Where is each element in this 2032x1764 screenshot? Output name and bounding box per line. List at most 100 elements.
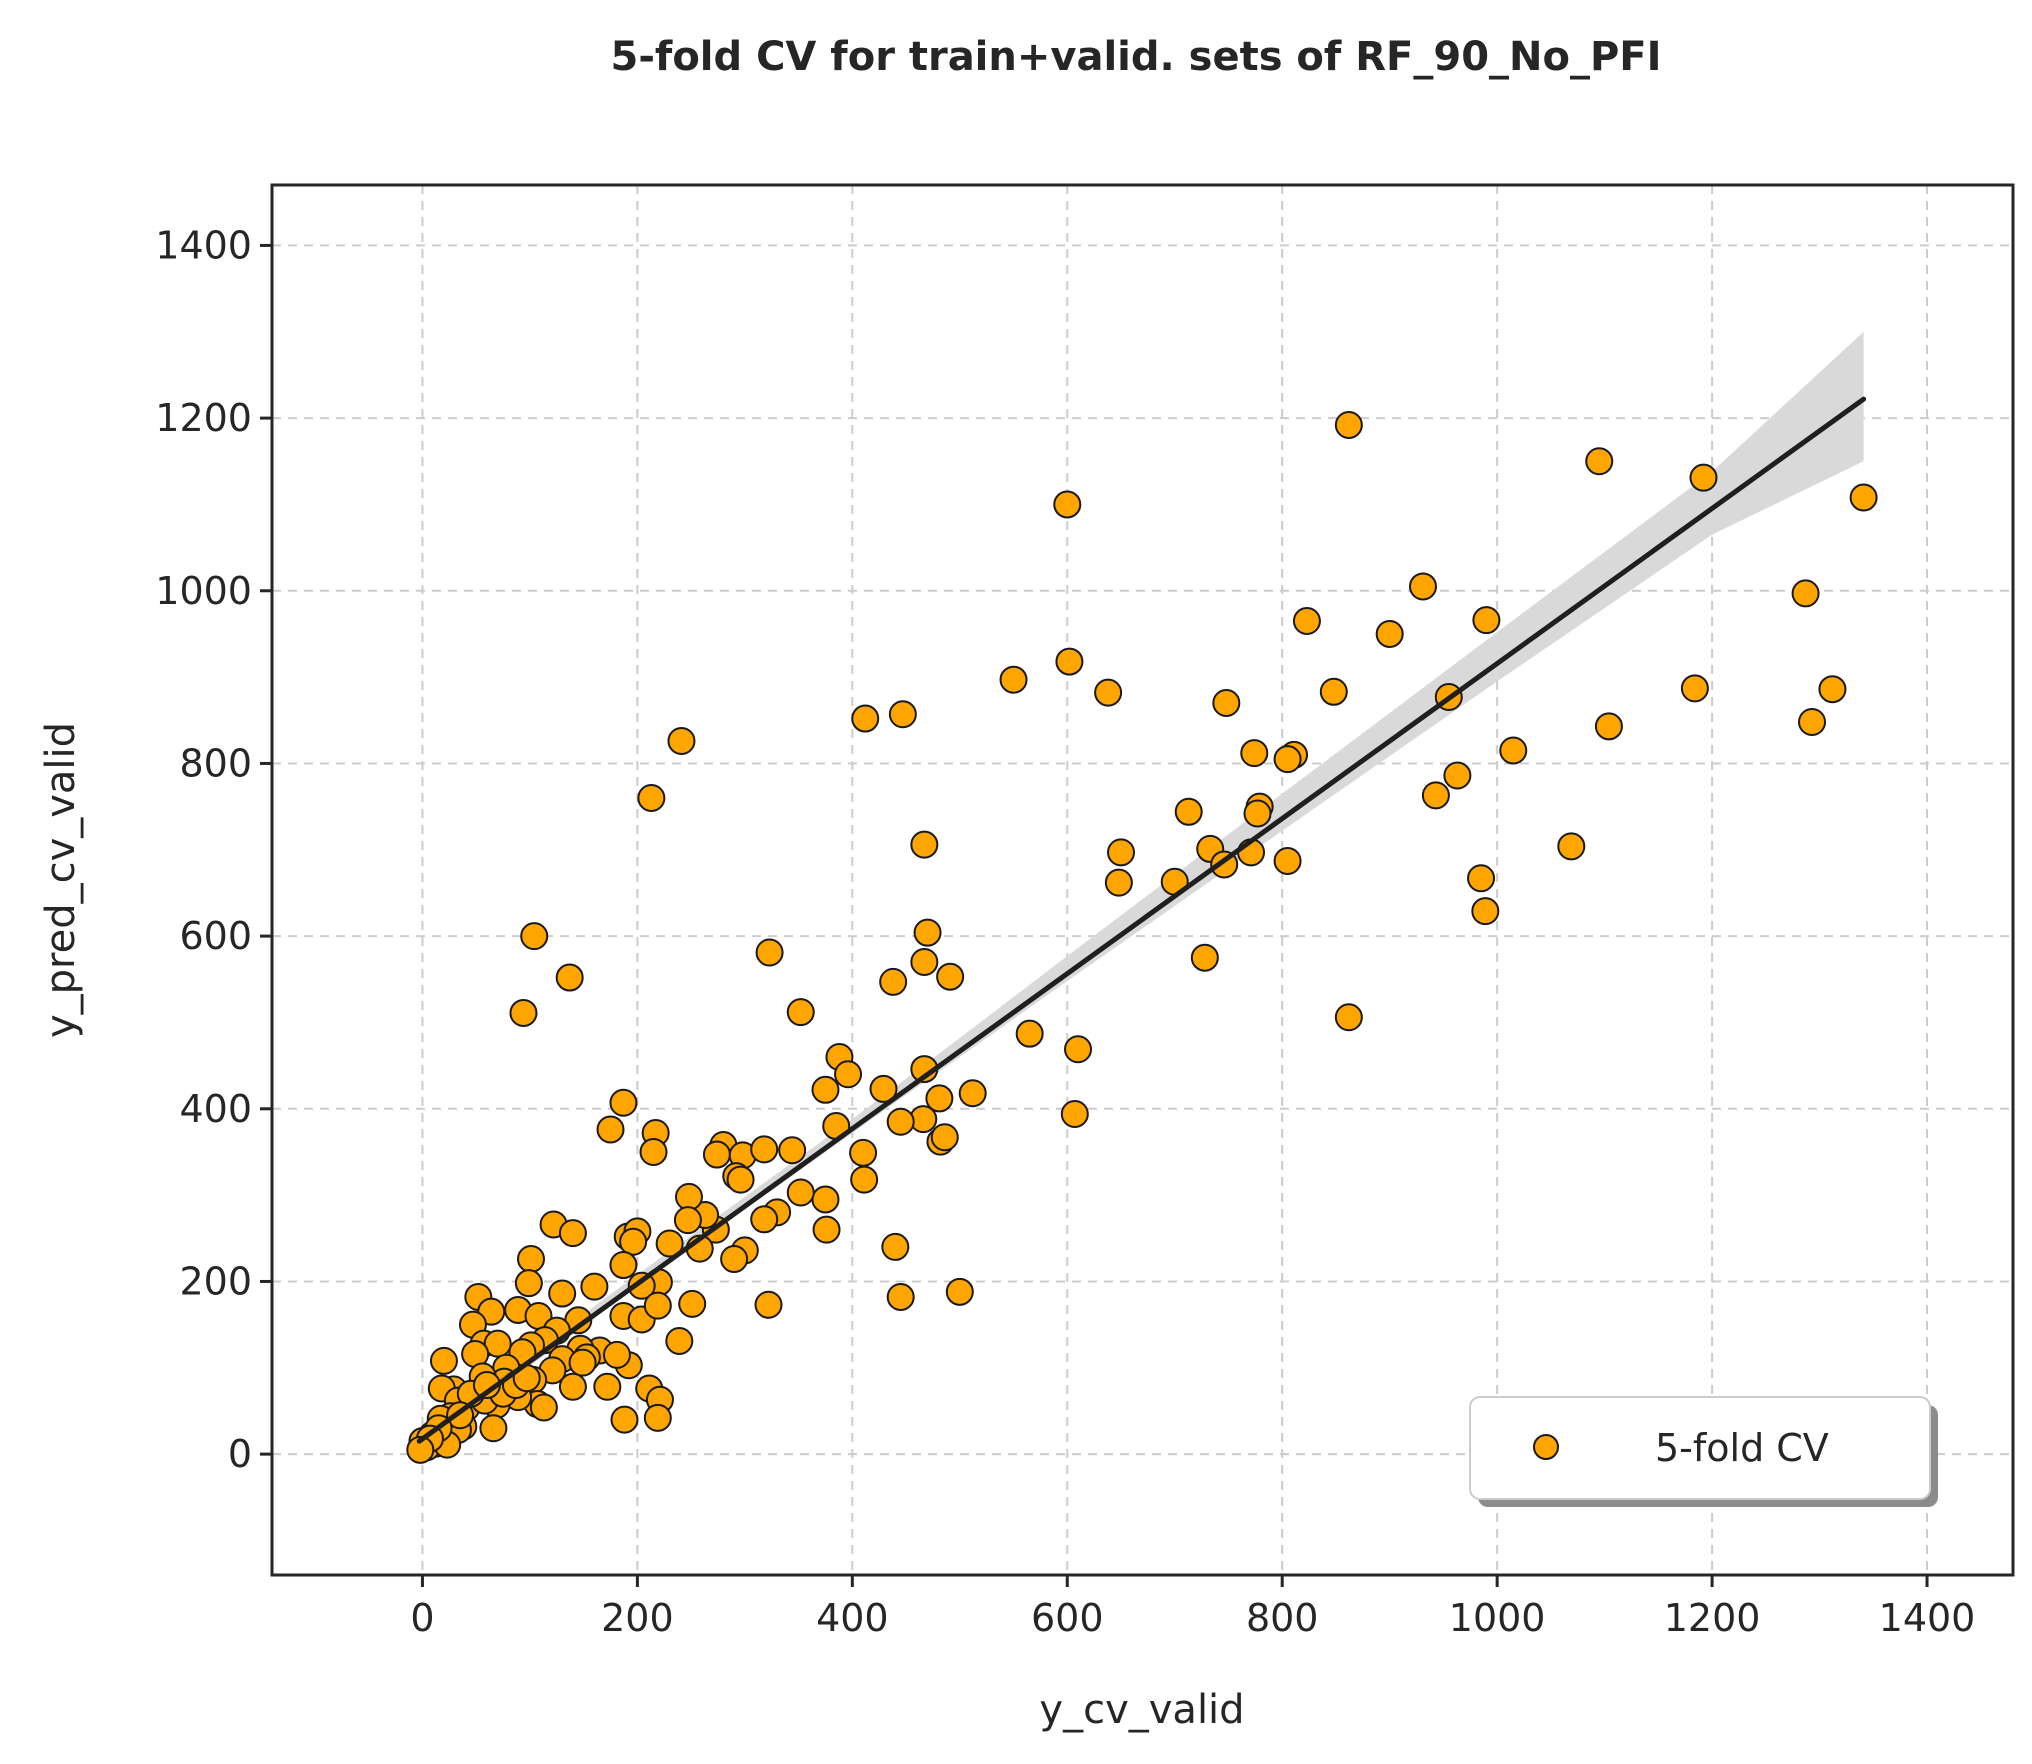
data-point [596,1115,625,1144]
data-point [602,1340,631,1369]
data-point [1334,411,1363,440]
data-point [1467,864,1496,893]
data-point [674,1182,703,1211]
data-point [558,1372,587,1401]
data-point [1107,838,1136,867]
data-point [1408,572,1437,601]
data-point [1689,463,1718,492]
x-tick-label: 1200 [1664,1596,1761,1640]
data-point [1421,781,1450,810]
x-tick-label: 800 [1246,1596,1319,1640]
data-point [406,1435,435,1464]
data-point [1798,708,1827,737]
data-point [750,1205,779,1234]
regression-line [416,396,1867,1444]
data-point [910,948,939,977]
plot-frame [270,183,2015,1577]
data-point [755,938,784,967]
data-point [1499,736,1528,765]
data-point [925,1084,954,1113]
grid [272,185,2013,1575]
data-point [754,1290,783,1319]
data-point [1557,832,1586,861]
data-point [520,922,549,951]
x-axis-label: y_cv_valid [1039,1687,1244,1733]
data-point [886,1283,915,1311]
x-tick-label: 400 [816,1596,889,1640]
data-point [1064,1035,1093,1064]
data-point [811,1075,840,1104]
data-point [869,1074,898,1103]
y-tick-label: 1400 [155,223,252,267]
data-point [849,1138,878,1167]
data-point [888,700,917,729]
data-point [1585,447,1614,476]
data-point [910,830,939,859]
x-tick-label: 200 [601,1596,674,1640]
data-point [529,1393,558,1422]
data-point [643,1291,672,1320]
y-tick-label: 400 [179,1087,252,1131]
data-point [1053,490,1082,519]
x-tick-label: 0 [410,1596,434,1640]
data-point [1273,745,1302,774]
data-point [851,704,880,733]
data-point [1334,1003,1363,1032]
data-point [643,1403,672,1432]
data-point [1094,678,1123,707]
legend-marker [1533,1434,1559,1460]
data-point [665,1327,694,1356]
data-point [1292,606,1321,635]
data-point [1594,712,1623,741]
data-point [1472,606,1501,635]
data-point [786,998,815,1027]
data-point [639,1137,668,1166]
data-point [1443,761,1472,790]
data-point [609,1251,638,1280]
data-point [1104,868,1133,897]
data-point [812,1215,841,1244]
x-axis-ticks: 0 200 400 600 800 1000 1200 1400 [410,1575,1975,1640]
data-point [1818,675,1847,704]
legend-box [1469,1396,1931,1500]
data-point [1055,647,1084,676]
data-point [886,1107,915,1136]
data-point [1791,579,1820,608]
data-point [555,963,584,992]
regression-line-layer [416,396,1867,1444]
data-point [514,1269,543,1298]
legend: 5-fold CV [1469,1396,1938,1507]
data-point [726,1165,755,1194]
data-point [1174,797,1203,826]
data-point [678,1289,707,1318]
data-point [655,1229,684,1258]
data-point [609,1088,638,1117]
data-point [1680,674,1709,703]
data-point [1849,483,1878,512]
data-point [879,967,908,996]
data-point [1471,897,1500,926]
y-tick-label: 1200 [155,396,252,440]
y-axis-label: y_pred_cv_valid [38,722,84,1038]
data-point [881,1232,910,1261]
data-point [1240,739,1269,768]
data-point [610,1405,639,1434]
x-tick-label: 600 [1031,1596,1104,1640]
y-axis-ticks: 0 200 400 600 800 1000 1200 1400 [155,223,272,1476]
data-point [667,727,696,755]
data-point [429,1346,458,1375]
data-point [1243,799,1272,828]
data-point [558,1219,587,1248]
data-point [720,1245,749,1274]
data-point [1375,619,1404,648]
data-point [936,962,965,991]
data-point [945,1277,974,1306]
y-tick-label: 600 [179,914,252,958]
y-tick-label: 800 [179,741,252,785]
x-tick-label: 1400 [1879,1596,1976,1640]
chart-title: 5-fold CV for train+valid. sets of RF_90… [610,34,1661,80]
data-point [1015,1019,1044,1048]
data-point [850,1165,879,1194]
legend-label: 5-fold CV [1655,1426,1829,1470]
